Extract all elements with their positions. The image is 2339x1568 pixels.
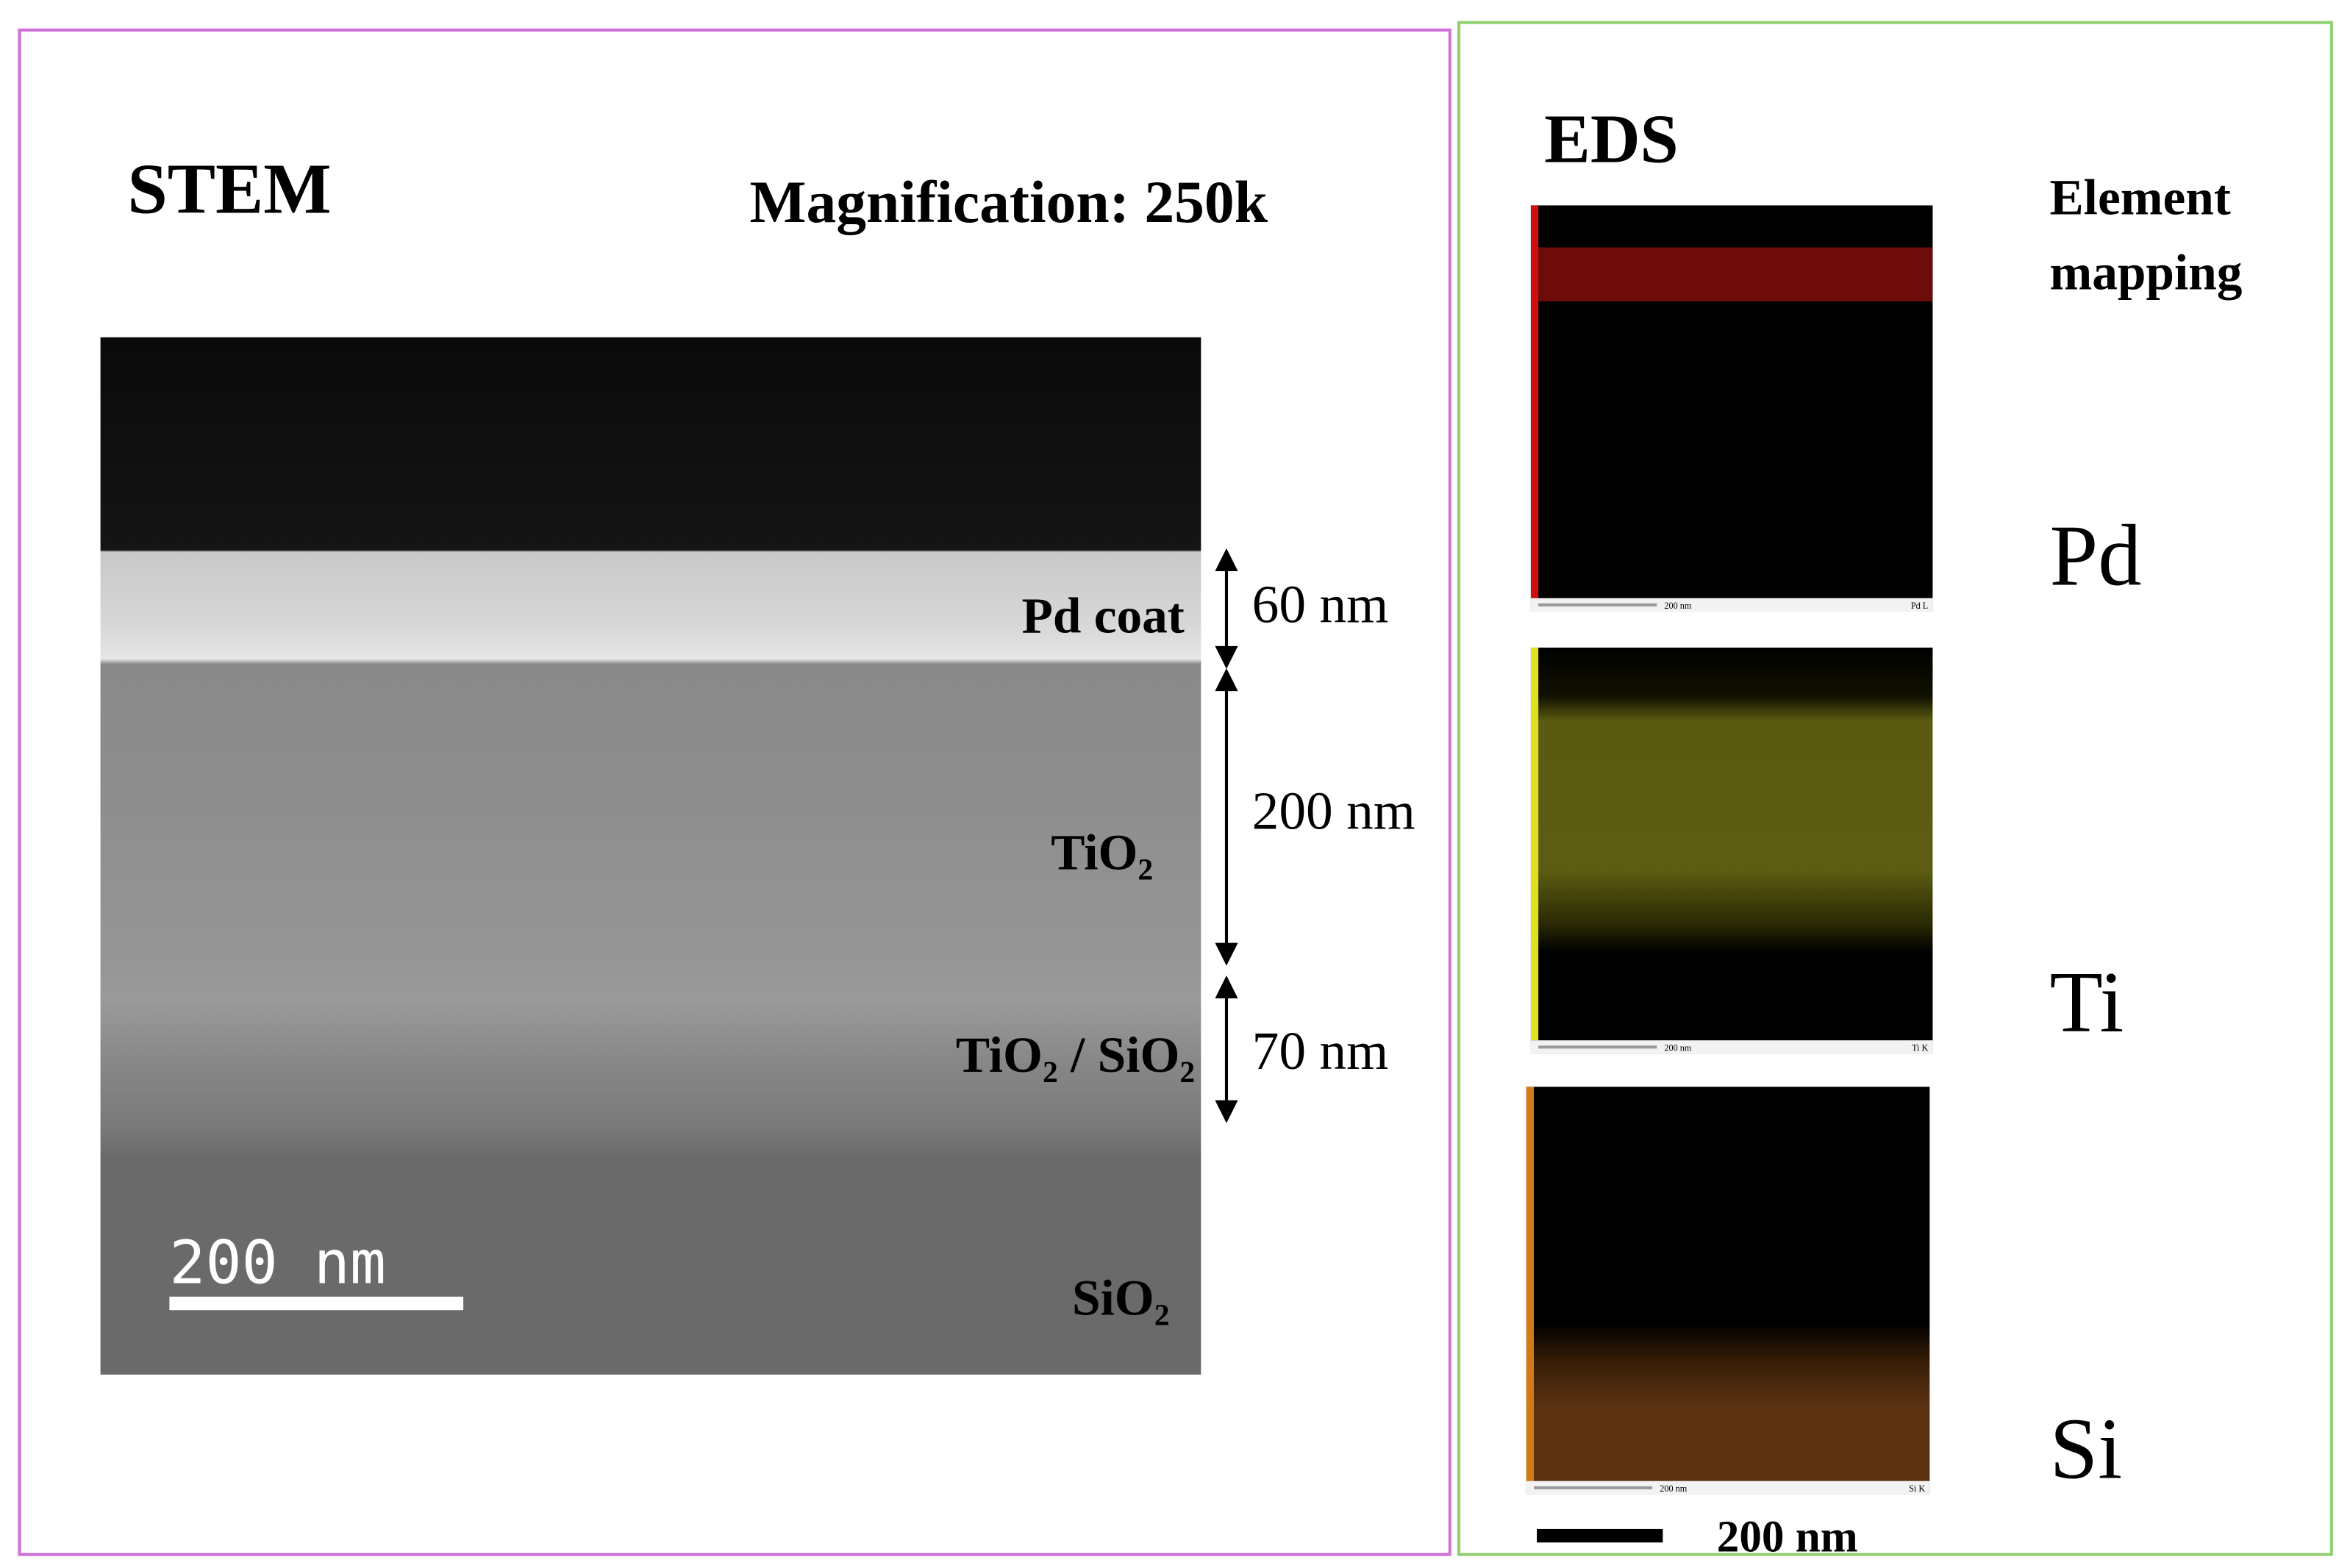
magnification: Magnification: 250k <box>750 168 1268 235</box>
layer-label: Pd coat <box>1022 587 1185 644</box>
si-edge <box>1526 1086 1535 1481</box>
stem-image <box>100 337 1201 1375</box>
si-map <box>1526 1086 1930 1495</box>
stem-panel <box>18 28 1451 1556</box>
layer-label: SiO₂ <box>1072 1269 1170 1325</box>
map-line-label: Pd L <box>1911 601 1928 611</box>
pd-edge <box>1530 205 1539 598</box>
scale-bar <box>169 1296 464 1311</box>
eds-scale-bar <box>1537 1528 1663 1543</box>
map-line-label: Si K <box>1909 1483 1925 1494</box>
element-label: Pd <box>2049 507 2141 604</box>
stem-title: STEM <box>127 150 331 229</box>
eds-title: EDS <box>1544 101 1678 177</box>
map-footer <box>1526 1481 1930 1495</box>
element-label: Ti <box>2049 954 2124 1050</box>
eds-scale-label: 200 nm <box>1717 1512 1858 1562</box>
map-scale-label: 200 nm <box>1664 601 1691 611</box>
eds-subtitle: Element <box>2049 169 2230 226</box>
thickness-label: 200 nm <box>1252 781 1415 841</box>
map-line-label: Ti K <box>1912 1042 1928 1053</box>
map-footer <box>1530 1040 1933 1054</box>
layer-label: TiO₂ / SiO₂ <box>956 1026 1195 1083</box>
dimension-arrows <box>1215 548 1238 1123</box>
element-label: Si <box>2049 1401 2122 1497</box>
eds-panel <box>1457 21 2333 1556</box>
ti-map <box>1530 647 1933 1054</box>
thickness-label: 70 nm <box>1252 1021 1389 1081</box>
scale-bar-label: 200 nm <box>169 1228 386 1298</box>
pd-band <box>1538 247 1933 301</box>
map-scale-label: 200 nm <box>1660 1483 1687 1494</box>
layer-label: TiO₂ <box>1051 824 1153 881</box>
ti-edge <box>1530 647 1539 1041</box>
map-scale-label: 200 nm <box>1664 1042 1691 1053</box>
eds-subtitle: mapping <box>2049 244 2242 301</box>
thickness-label: 60 nm <box>1252 574 1389 634</box>
map-footer <box>1530 598 1933 612</box>
